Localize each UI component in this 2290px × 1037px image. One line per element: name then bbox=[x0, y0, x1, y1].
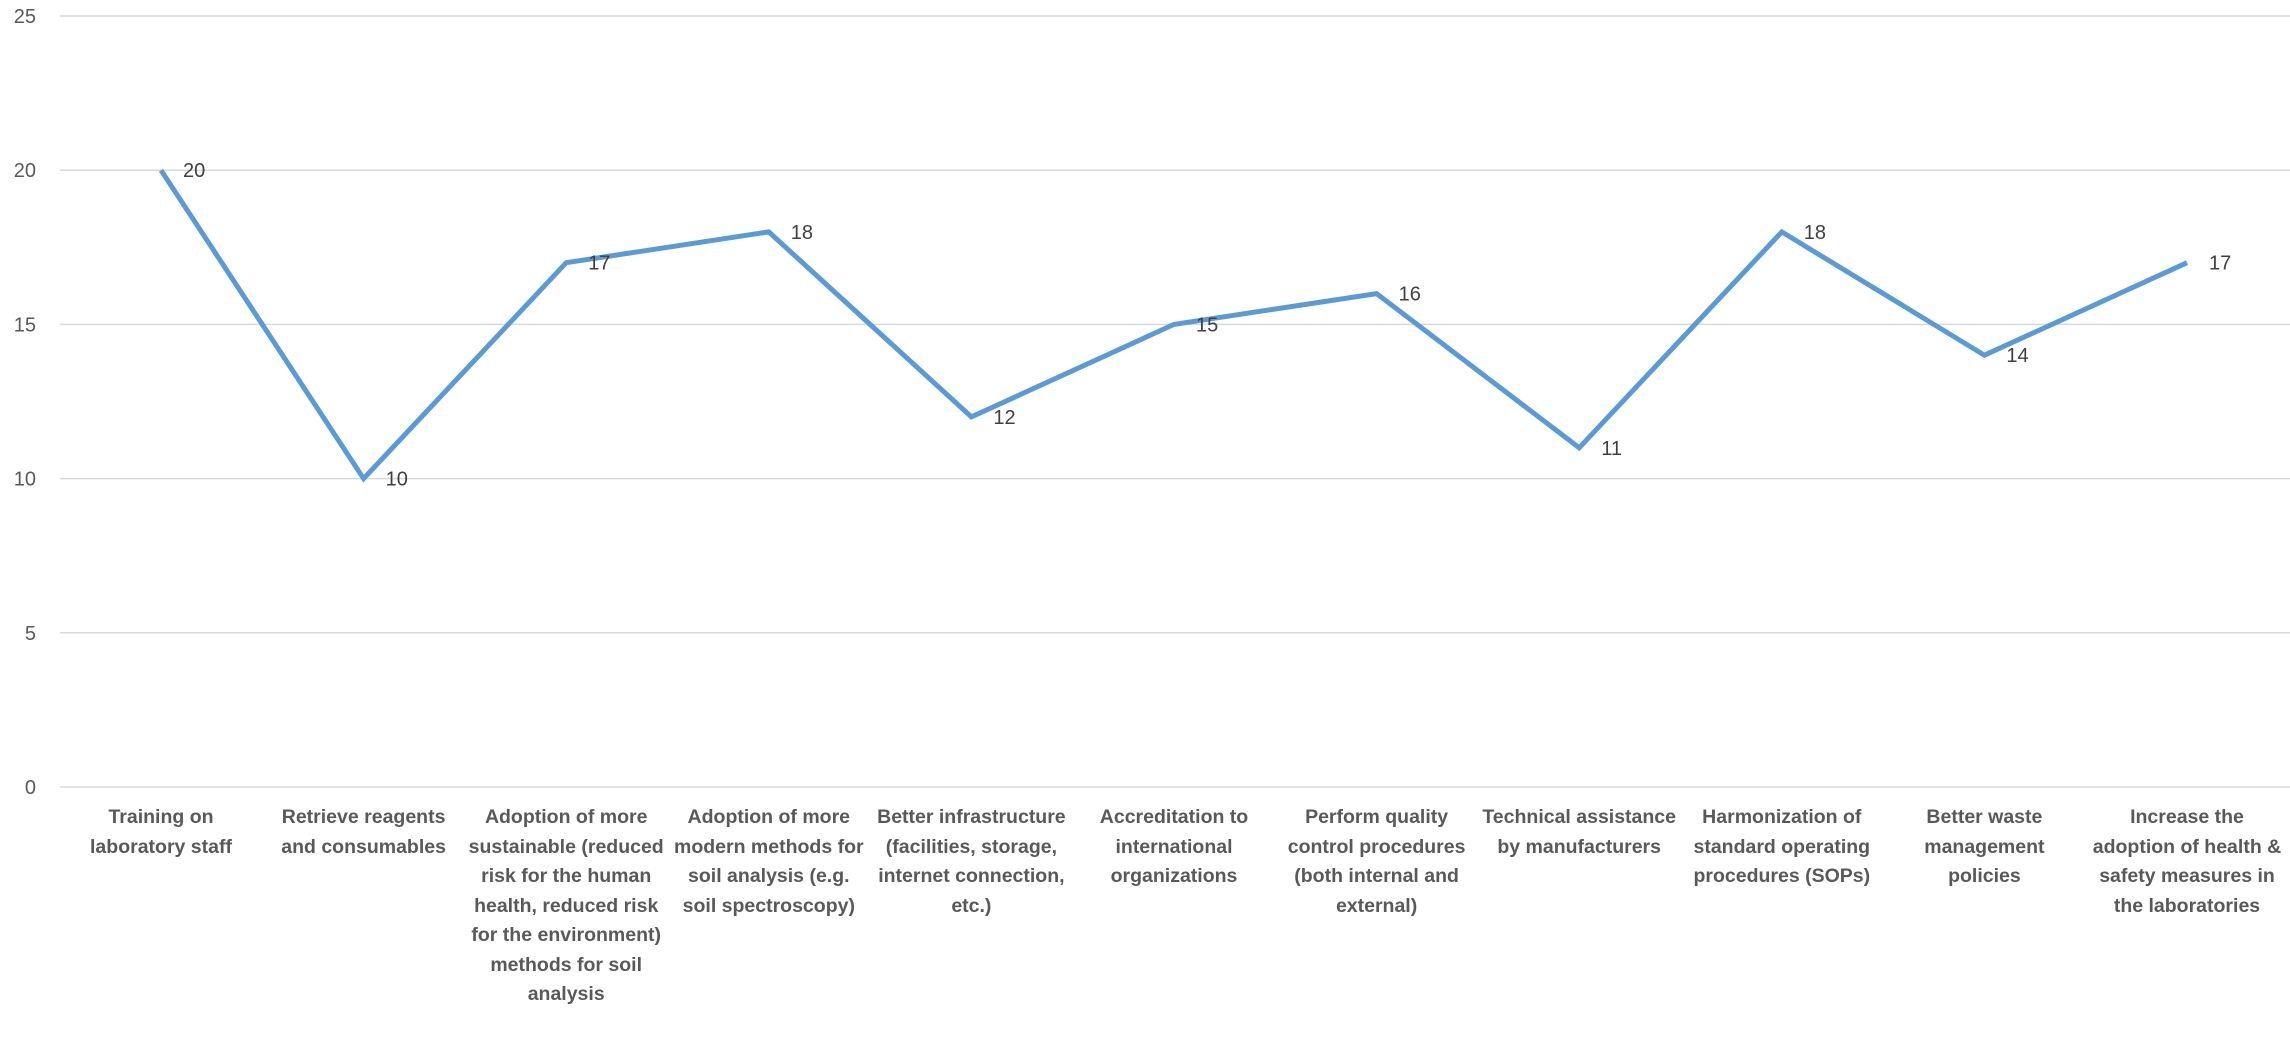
x-category-label: Perform quality control procedures (both… bbox=[1287, 806, 1466, 917]
x-category-label: Better waste management policies bbox=[1924, 806, 2045, 887]
x-category-label: Adoption of more modern methods for soil… bbox=[674, 806, 864, 917]
x-category-label: Harmonization of standard operating proc… bbox=[1693, 806, 1871, 887]
y-tick-label: 25 bbox=[14, 6, 36, 28]
data-label: 14 bbox=[2006, 345, 2028, 367]
data-label: 17 bbox=[2209, 253, 2231, 275]
x-category-label: Training on laboratory staff bbox=[90, 806, 232, 858]
data-label: 18 bbox=[791, 222, 813, 244]
x-category-label: Accreditation to international organizat… bbox=[1099, 806, 1249, 887]
y-tick-label: 15 bbox=[14, 314, 36, 336]
data-label: 17 bbox=[588, 253, 610, 275]
data-label: 15 bbox=[1196, 314, 1218, 336]
gridlines bbox=[60, 15, 2290, 788]
x-category-label: Better infrastructure (facilities, stora… bbox=[877, 806, 1066, 917]
data-label: 16 bbox=[1399, 284, 1421, 306]
data-label: 10 bbox=[386, 469, 408, 491]
y-axis-tick-labels: 0 5 10 15 20 25 bbox=[14, 6, 36, 799]
x-category-label: Retrieve reagents and consumables bbox=[281, 806, 446, 858]
data-label: 18 bbox=[1804, 222, 1826, 244]
data-label: 12 bbox=[993, 407, 1015, 429]
y-tick-label: 5 bbox=[25, 623, 36, 645]
y-tick-label: 10 bbox=[14, 469, 36, 491]
data-labels: 20 10 17 18 12 15 16 11 18 14 17 bbox=[160, 160, 2231, 491]
data-label: 20 bbox=[183, 160, 205, 182]
y-tick-label: 0 bbox=[25, 777, 36, 799]
x-category-label: Adoption of more sustainable (reduced ri… bbox=[468, 806, 664, 1005]
x-category-label: Increase the adoption of health & safety… bbox=[2092, 806, 2282, 917]
y-tick-label: 20 bbox=[14, 160, 36, 182]
x-category-label: Technical assistance by manufacturers bbox=[1482, 806, 1677, 858]
data-label: 11 bbox=[1601, 438, 1622, 460]
